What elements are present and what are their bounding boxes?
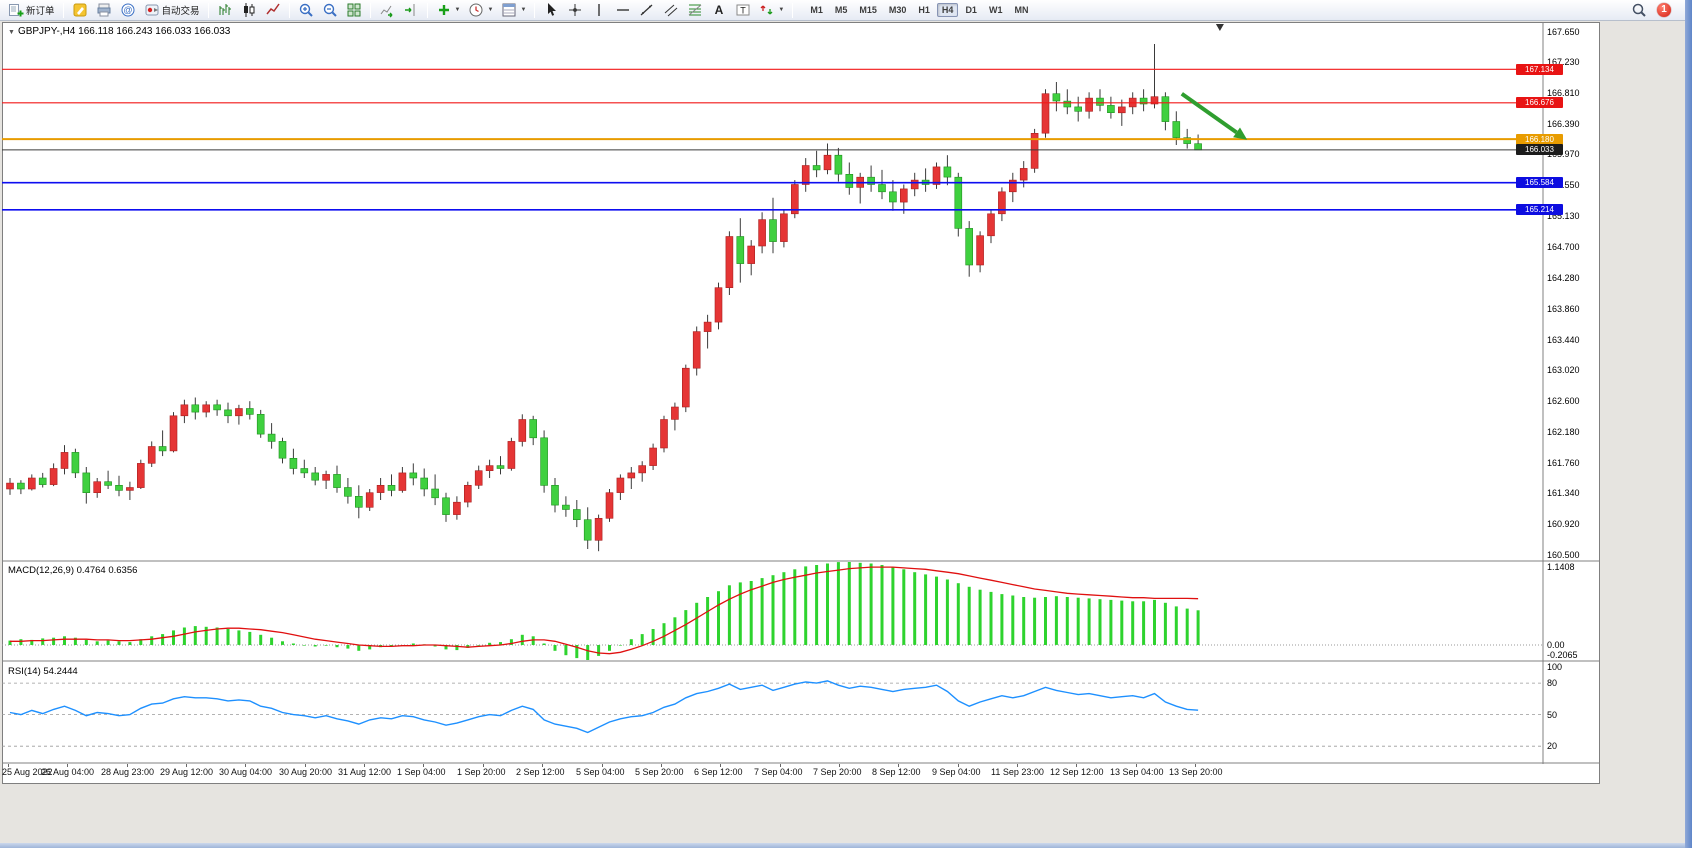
rsi-pane[interactable] [2, 662, 1543, 762]
fibonacci-button[interactable] [684, 1, 706, 19]
tile-icon [346, 2, 362, 18]
toolbar-separator [369, 2, 371, 18]
window-right-scrollbar[interactable] [1685, 0, 1692, 848]
timeframe-toolbar: M1 M5 M15 M30 H1 H4 D1 W1 MN [803, 3, 1033, 17]
timeframe-m15-button[interactable]: M15 [854, 3, 882, 17]
zoom-in-button[interactable] [295, 1, 317, 19]
toolbar-separator [792, 2, 794, 18]
text-a-icon: A [711, 2, 727, 18]
cursor-button[interactable] [540, 1, 562, 19]
dropdown-caret-icon: ▼ [520, 7, 527, 13]
printer-icon [96, 2, 112, 18]
template-icon [501, 2, 517, 18]
chart-window [2, 22, 1600, 784]
dropdown-caret-icon: ▼ [454, 7, 461, 13]
periods-button[interactable]: ▼ [465, 1, 496, 19]
arrows-icon [759, 2, 775, 18]
notification-badge[interactable]: 1 [1657, 3, 1671, 17]
dropdown-caret-icon: ▼ [487, 7, 494, 13]
search-button[interactable] [1628, 1, 1650, 19]
bar-chart-button[interactable] [214, 1, 236, 19]
indicators-button[interactable]: ▼ [433, 1, 464, 19]
main-toolbar: 新订单 @ 自动交易 ▼ ▼ ▼ A T ▼ M1 M5 M15 M30 H1 H4 D1 W1 MN 1 [0, 0, 1685, 21]
timeframe-m30-button[interactable]: M30 [884, 3, 912, 17]
new-order-icon [8, 2, 24, 18]
label-button[interactable]: T [732, 1, 754, 19]
bars-icon [217, 2, 233, 18]
timeframe-mn-button[interactable]: MN [1009, 3, 1033, 17]
at-circle-icon: @ [120, 2, 136, 18]
text-button[interactable]: A [708, 1, 730, 19]
main-chart-pane[interactable] [2, 22, 1543, 560]
crosshair-button[interactable] [564, 1, 586, 19]
time-axis[interactable] [2, 764, 1600, 784]
svg-text:A: A [715, 3, 724, 17]
zoom-out-icon [322, 2, 338, 18]
clock-icon [468, 2, 484, 18]
autoscroll-icon [379, 2, 395, 18]
auto-scroll-button[interactable] [376, 1, 398, 19]
crosshair-icon [567, 2, 583, 18]
toolbar-separator [62, 2, 64, 18]
timeframe-m1-button[interactable]: M1 [805, 3, 828, 17]
hline-icon [615, 2, 631, 18]
toolbar-separator [534, 2, 536, 18]
timeframe-d1-button[interactable]: D1 [960, 3, 982, 17]
trendline-icon [639, 2, 655, 18]
svg-text:@: @ [123, 5, 132, 15]
templates-button[interactable]: ▼ [498, 1, 529, 19]
tile-windows-button[interactable] [343, 1, 365, 19]
candles-icon [241, 2, 257, 18]
zoom-in-icon [298, 2, 314, 18]
vline-icon [591, 2, 607, 18]
zoom-out-button[interactable] [319, 1, 341, 19]
timeframe-m5-button[interactable]: M5 [830, 3, 853, 17]
print-button[interactable] [93, 1, 115, 19]
new-order-button-label: 新订单 [26, 6, 55, 17]
macd-pane[interactable] [2, 562, 1543, 660]
vertical-line-button[interactable] [588, 1, 610, 19]
horizontal-line-button[interactable] [612, 1, 634, 19]
text-t-icon: T [735, 2, 751, 18]
line-chart-button[interactable] [262, 1, 284, 19]
metaeditor-button[interactable] [69, 1, 91, 19]
autotrade-icon [144, 2, 160, 18]
dropdown-caret-icon: ▼ [778, 7, 785, 13]
svg-text:T: T [741, 6, 747, 16]
mql-community-button[interactable]: @ [117, 1, 139, 19]
search-icon [1631, 2, 1647, 18]
new-order-button[interactable]: 新订单 [5, 1, 58, 19]
window-bottom-edge [0, 843, 1692, 848]
channel-button[interactable] [660, 1, 682, 19]
shift-icon [403, 2, 419, 18]
trendline-button[interactable] [636, 1, 658, 19]
autotrading-button[interactable]: 自动交易 [141, 1, 203, 19]
chart-shift-button[interactable] [400, 1, 422, 19]
cursor-icon [543, 2, 559, 18]
toolbar-separator [288, 2, 290, 18]
price-scale[interactable] [1543, 22, 1600, 764]
timeframe-w1-button[interactable]: W1 [984, 3, 1008, 17]
candlestick-chart-button[interactable] [238, 1, 260, 19]
arrows-button[interactable]: ▼ [756, 1, 787, 19]
fibo-icon [687, 2, 703, 18]
line-icon [265, 2, 281, 18]
editor-icon [72, 2, 88, 18]
timeframe-h4-button[interactable]: H4 [936, 3, 959, 17]
timeframe-h1-button[interactable]: H1 [913, 3, 935, 17]
toolbar-separator [426, 2, 428, 18]
autotrading-button-label: 自动交易 [161, 6, 200, 17]
toolbar-separator [207, 2, 209, 18]
channel-icon [663, 2, 679, 18]
plus-green-icon [436, 2, 452, 18]
